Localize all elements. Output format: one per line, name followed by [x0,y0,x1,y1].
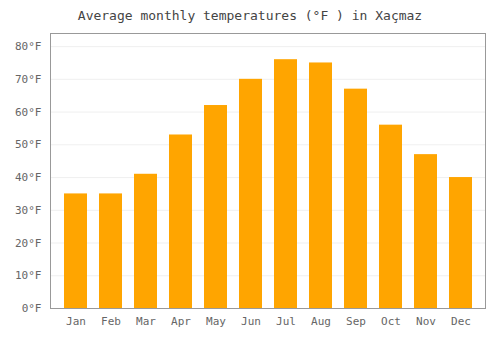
svg-text:Aug: Aug [311,315,331,328]
svg-text:10°F: 10°F [15,269,42,282]
html-text:Average monthly temperatures (: Average monthly temperatures (°F ) in Xa… [77,8,423,23]
svg-text:30°F: 30°F [15,204,42,217]
svg-text:Jul: Jul [276,315,296,328]
svg-text:40°F: 40°F [15,171,42,184]
svg-text:Feb: Feb [101,315,121,328]
svg-text:70°F: 70°F [15,73,42,86]
svg-text:60°F: 60°F [15,106,42,119]
svg-text:20°F: 20°F [15,237,42,250]
svg-text:0°F: 0°F [22,302,42,315]
svg-text:Jan: Jan [66,315,86,328]
svg-text:Mar: Mar [136,315,156,328]
svg-text:Jun: Jun [241,315,261,328]
svg-text:Dec: Dec [451,315,471,328]
svg-text:80°F: 80°F [15,40,42,53]
svg-text:May: May [206,315,226,328]
svg-text:50°F: 50°F [15,138,42,151]
svg-text:Apr: Apr [171,315,191,328]
svg-text:Oct: Oct [381,315,401,328]
svg-text:Nov: Nov [416,315,436,328]
svg-text:Sep: Sep [346,315,366,328]
